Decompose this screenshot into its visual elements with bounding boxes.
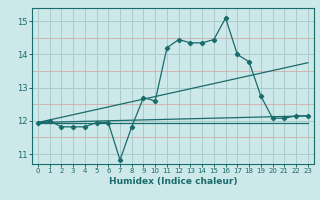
X-axis label: Humidex (Indice chaleur): Humidex (Indice chaleur): [108, 177, 237, 186]
